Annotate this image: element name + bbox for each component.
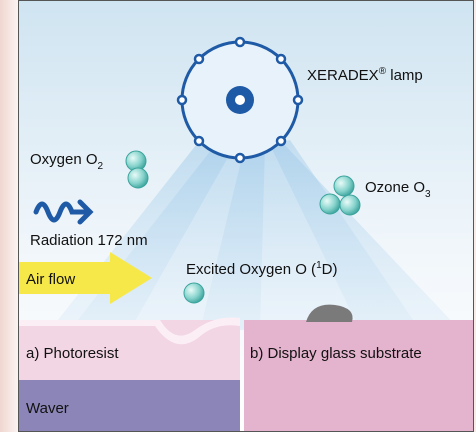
airflow-label: Air flow [26,271,75,288]
radiation-icon [33,199,94,225]
ozone-molecule [319,175,361,216]
waver-layer [19,380,240,431]
airflow-arrow [19,252,152,304]
excited-label: Excited Oxygen O (1D) [186,260,337,278]
photoresist-label: a) Photoresist [26,345,119,362]
frame-edge [0,0,18,432]
photoresist-surface [19,317,240,345]
waver-label: Waver [26,400,69,417]
excited-atom [183,282,205,304]
radiation-label: Radiation 172 nm [30,232,148,249]
oxygen-label: Oxygen O2 [30,151,104,172]
lamp [176,36,304,164]
oxygen-molecule [125,150,149,189]
ozone-label: Ozone O3 [365,179,431,200]
contaminant [306,304,353,322]
substrate [244,320,473,431]
substrate-label: b) Display glass substrate [250,345,422,362]
lamp-label: XERADEX® lamp [307,66,423,84]
